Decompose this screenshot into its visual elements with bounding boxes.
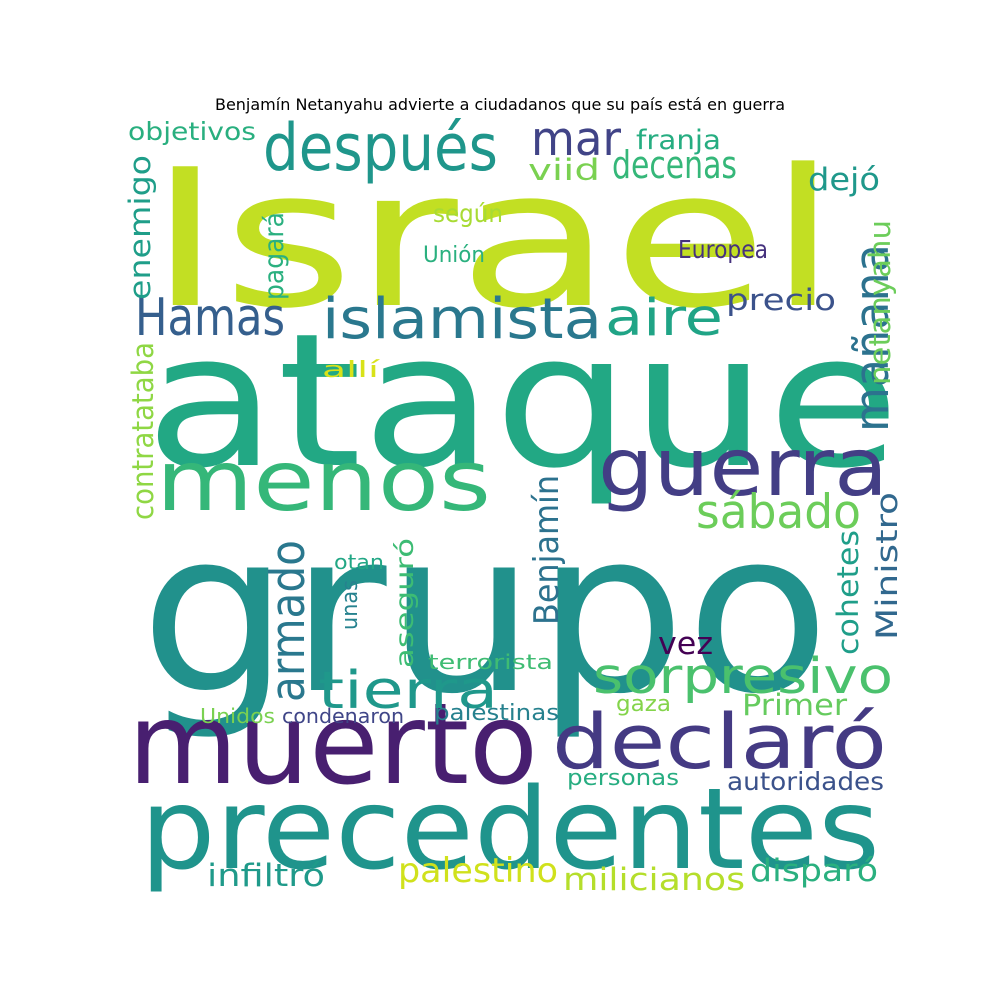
word-5: muerto [128, 680, 538, 810]
word-39: allí [322, 357, 380, 383]
word-4: precedentes [140, 765, 880, 895]
word-43: condenaron [282, 704, 404, 728]
word-11: Hamas [135, 288, 285, 348]
word-48: infiltró [207, 858, 325, 894]
word-6: menos [156, 432, 491, 530]
word-27: enemigo [123, 155, 157, 300]
word-7: declaró [552, 697, 887, 786]
word-2: ataque [145, 293, 900, 509]
word-49: palestino [398, 851, 558, 890]
word-20: viid [528, 153, 600, 187]
word-47: autoridades [727, 767, 884, 796]
word-22: Benjamín [527, 475, 566, 625]
word-15: aire [605, 288, 723, 347]
word-24: cohetes [831, 530, 865, 655]
word-23: Ministro [870, 492, 904, 640]
word-10: islamista [322, 287, 602, 352]
word-44: palestinas [434, 700, 559, 726]
word-29: aseguró [390, 538, 419, 668]
word-25: netanyahu [863, 220, 897, 385]
word-35: objetivos [128, 117, 256, 146]
word-36: según [433, 199, 503, 228]
word-41: terrorista [428, 650, 553, 674]
word-18: armado [261, 540, 316, 702]
word-32: Primer [742, 688, 847, 722]
word-19: decenas [612, 143, 737, 187]
word-3: Israel [148, 128, 838, 350]
word-9: después [263, 111, 498, 186]
word-31: vez [658, 626, 713, 662]
word-34: franja [636, 125, 721, 156]
word-13: sorpresivo [593, 647, 893, 705]
chart-title: Benjamín Netanyahu advierte a ciudadanos… [214, 95, 786, 114]
word-21: precio [726, 283, 836, 317]
word-28: pagará [259, 212, 290, 300]
word-12: tierra [318, 661, 498, 721]
word-16: mañana [845, 244, 900, 432]
word-50: milicianos [563, 862, 745, 898]
word-17: sábado [696, 485, 861, 540]
word-30: unas [337, 580, 363, 630]
word-51: disparó [750, 853, 878, 889]
word-8: guerra [598, 421, 888, 515]
word-42: Unidos [200, 704, 275, 728]
word-37: Unión [423, 242, 485, 268]
word-33: dejó [808, 162, 880, 198]
word-46: personas [567, 765, 679, 791]
word-26: contratataba [126, 342, 160, 520]
word-45: gaza [616, 691, 671, 717]
word-1: grupo [140, 482, 830, 743]
word-14: mar [531, 112, 622, 167]
word-40: otan [334, 550, 384, 574]
word-38: Europea [678, 235, 768, 264]
